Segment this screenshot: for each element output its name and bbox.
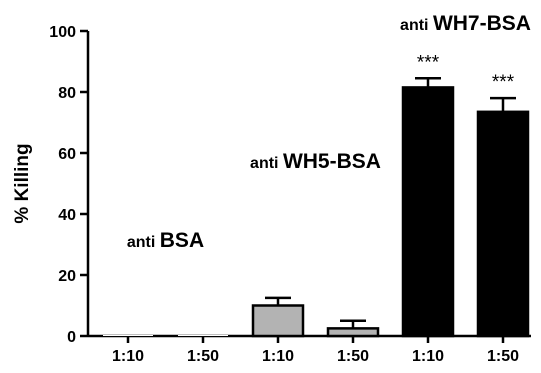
group-label: anti BSA [127,229,204,252]
y-tick-label: 20 [58,268,76,285]
bar [251,304,305,338]
group-label-prefix: anti [400,17,433,34]
x-tick-label: 1:10 [112,348,144,365]
group-label-prefix: anti [250,155,283,172]
group-label-prefix: anti [127,234,160,251]
x-tick-label: 1:10 [412,348,444,365]
axes: 0 20 40 60 80 100 % Killing 1:10 1:50 1:10 1:50 1:1… [12,24,531,365]
x-tick-label: 1:50 [487,348,519,365]
bar [103,335,153,336]
x-tick-label: 1:50 [337,348,369,365]
bars [103,77,530,338]
bar [401,86,455,338]
y-tick-label: 100 [49,24,76,41]
y-tick-label: 40 [58,207,76,224]
x-tick-label: 1:10 [262,348,294,365]
group-label-name: BSA [160,229,204,252]
significance-label: *** [492,72,515,93]
y-tick-label: 60 [58,146,76,163]
y-axis-title: % Killing [12,143,33,223]
bar [476,110,530,338]
y-tick-label: 0 [67,329,76,346]
y-tick-label: 80 [58,85,76,102]
group-label: anti WH5-BSA [250,150,381,173]
x-tick-label: 1:50 [187,348,219,365]
group-label-name: WH5-BSA [283,150,381,173]
group-label-name: WH7-BSA [433,12,531,35]
bar [326,327,380,338]
group-label: anti WH7-BSA [400,12,531,35]
bar [178,335,228,336]
significance-label: *** [417,52,440,73]
